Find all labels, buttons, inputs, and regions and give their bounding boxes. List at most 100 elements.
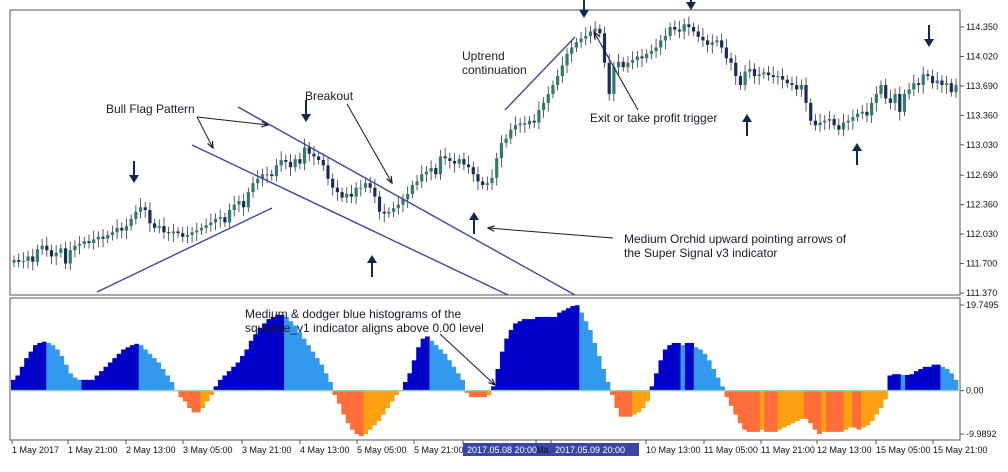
candle-body — [949, 83, 953, 93]
candle-body — [40, 245, 44, 250]
candle-body — [349, 193, 354, 197]
candle — [237, 195, 241, 213]
candle-body — [860, 111, 864, 114]
candle-body — [110, 232, 115, 235]
candle-body — [870, 102, 874, 116]
candle — [870, 97, 874, 124]
candle — [720, 33, 724, 54]
histogram-bar — [508, 329, 514, 391]
candle — [930, 69, 935, 89]
candle — [734, 55, 738, 85]
candle-body — [649, 51, 653, 54]
histogram-bar — [121, 349, 126, 391]
price-tick-label: 114.350 — [966, 22, 998, 32]
histogram-bar — [742, 390, 747, 430]
candle-body — [96, 236, 100, 240]
candle-body — [377, 196, 382, 212]
candle-body — [874, 93, 878, 103]
histogram-bar — [367, 390, 373, 430]
candle-body — [785, 79, 789, 84]
candle-body — [443, 156, 447, 159]
histogram-bar — [539, 316, 545, 391]
up-arrow-icon — [469, 212, 479, 234]
candle — [443, 147, 447, 165]
histogram-bar — [182, 390, 188, 402]
candle — [401, 193, 405, 213]
histogram-bar — [768, 390, 774, 432]
histogram-bar — [218, 379, 223, 391]
candle-body — [209, 222, 213, 226]
histogram-bar — [592, 342, 598, 391]
histogram-bar — [429, 340, 435, 391]
candle — [317, 151, 321, 165]
candle — [181, 226, 185, 243]
histogram-bar — [473, 390, 479, 398]
histogram-bar — [878, 390, 884, 409]
candle — [527, 116, 532, 129]
candle — [167, 226, 171, 241]
time-tick-label: 3 May 05:00 — [183, 445, 233, 455]
candle-body — [645, 53, 649, 59]
candle — [382, 204, 386, 223]
candle — [584, 27, 588, 46]
histogram-bar — [790, 390, 796, 424]
candle — [223, 212, 227, 227]
candle-body — [621, 61, 625, 68]
candle — [415, 174, 419, 191]
time-tick-label: 1 May 21:00 — [68, 445, 118, 455]
signal-arrows — [129, 0, 934, 277]
histogram-bar — [953, 379, 959, 391]
candle-body — [659, 40, 663, 48]
signal-leader-head — [486, 225, 495, 232]
signal-label-line2: the Super Signal v3 indicator — [624, 246, 777, 260]
candle — [204, 218, 208, 234]
candle — [340, 187, 344, 202]
candle-body — [485, 183, 489, 185]
time-highlight-label: 2017.05.08 20:00 — [467, 445, 537, 455]
histogram-bar — [896, 374, 902, 391]
candle — [649, 44, 653, 60]
candle-body — [63, 248, 68, 264]
candle — [518, 117, 522, 133]
candle — [288, 154, 293, 176]
histogram-bar — [103, 366, 109, 391]
candle-body — [556, 76, 560, 86]
candle — [120, 222, 124, 239]
candle — [574, 37, 578, 52]
candle — [96, 231, 100, 248]
histogram-bar — [55, 349, 60, 391]
candle — [724, 38, 728, 65]
candle — [213, 213, 218, 231]
candle-body — [729, 58, 733, 63]
arrow-head — [579, 10, 589, 18]
histogram-bar — [279, 314, 285, 391]
candle-body — [246, 192, 250, 208]
candle-body — [865, 111, 869, 116]
histogram-bar — [900, 375, 906, 391]
candle-body — [82, 241, 86, 244]
candle-body — [457, 159, 461, 164]
candle-body — [855, 113, 860, 118]
chart-frame — [9, 9, 961, 441]
candle-body — [340, 192, 344, 198]
candle — [898, 86, 902, 121]
candle-body — [45, 245, 49, 251]
candle-body — [635, 56, 639, 61]
candle-body — [152, 223, 157, 228]
candle-body — [35, 249, 40, 262]
candle — [954, 78, 958, 98]
candle-body — [532, 120, 536, 123]
candle-body — [204, 225, 208, 228]
candle — [621, 57, 625, 72]
histogram-bar — [336, 390, 342, 404]
histogram-bar — [231, 366, 236, 391]
up-arrow-icon — [742, 114, 752, 136]
histogram-bar — [491, 386, 496, 391]
histogram-bar — [927, 366, 932, 391]
uptrend-line-lower — [96, 207, 273, 293]
candle — [101, 229, 105, 248]
candle-body — [59, 248, 63, 253]
candle-body — [326, 165, 330, 179]
bull-flag-label: Bull Flag Pattern — [106, 102, 195, 116]
histogram-bar — [138, 345, 144, 391]
